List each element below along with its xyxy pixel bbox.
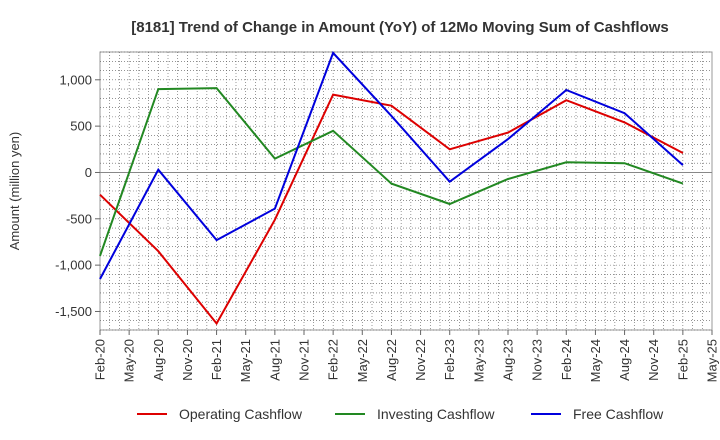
legend: Operating Cashflow Investing Cashflow Free…	[137, 406, 664, 422]
x-tick-label: Feb-25	[675, 339, 690, 380]
legend-label-investing-cashflow: Investing Cashflow	[377, 406, 495, 422]
y-tick-label: -1,000	[55, 258, 92, 273]
x-tick-label: May-23	[471, 339, 486, 382]
x-tick-label: Aug-20	[151, 339, 166, 381]
x-tick-label: Aug-22	[384, 339, 399, 381]
y-tick-label: 0	[85, 165, 92, 180]
x-tick-label: Nov-22	[413, 339, 428, 381]
x-tick-label: May-22	[355, 339, 370, 382]
series-line-operating-cashflow	[99, 93, 684, 326]
x-tick-label: Feb-22	[326, 339, 341, 380]
x-tick-label: May-20	[122, 339, 137, 382]
x-tick-label: Feb-24	[559, 339, 574, 380]
series-line-investing-cashflow	[99, 87, 684, 257]
legend-label-free-cashflow: Free Cashflow	[573, 406, 664, 422]
x-tick-label: Aug-23	[501, 339, 516, 381]
x-tick-label: Nov-23	[530, 339, 545, 381]
y-tick-label: 500	[70, 119, 92, 134]
x-tick-label: Nov-24	[646, 339, 661, 381]
x-tick-label: Nov-20	[180, 339, 195, 381]
y-axis-label: Amount (million yen)	[7, 132, 22, 251]
legend-label-operating-cashflow: Operating Cashflow	[179, 406, 303, 422]
y-tick-label: 1,000	[59, 72, 92, 87]
series-line-free-cashflow	[99, 51, 684, 280]
series-layer	[99, 51, 684, 326]
x-tick-label: Nov-21	[297, 339, 312, 381]
x-tick-label: Aug-24	[617, 339, 632, 381]
chart-title: [8181] Trend of Change in Amount (YoY) o…	[131, 19, 669, 36]
x-tick-label: Feb-20	[93, 339, 108, 380]
x-tick-label: May-24	[588, 339, 603, 382]
y-tick-label: -1,500	[55, 304, 92, 319]
x-tick-label: May-25	[705, 339, 720, 382]
grid-layer	[100, 51, 712, 331]
x-tick-label: Aug-21	[267, 339, 282, 381]
x-tick-label: Feb-21	[209, 339, 224, 380]
x-tick-label: May-21	[238, 339, 253, 382]
y-tick-label: -500	[66, 211, 92, 226]
x-tick-label: Feb-23	[442, 339, 457, 380]
axes-layer: -1,500 -1,000 -500 0 500 1,000 Feb-20 May-20 Aug…	[55, 72, 719, 382]
